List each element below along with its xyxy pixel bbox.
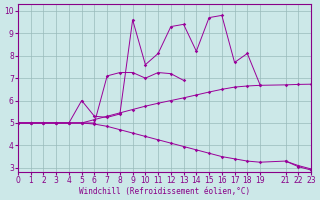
X-axis label: Windchill (Refroidissement éolien,°C): Windchill (Refroidissement éolien,°C) (79, 187, 250, 196)
